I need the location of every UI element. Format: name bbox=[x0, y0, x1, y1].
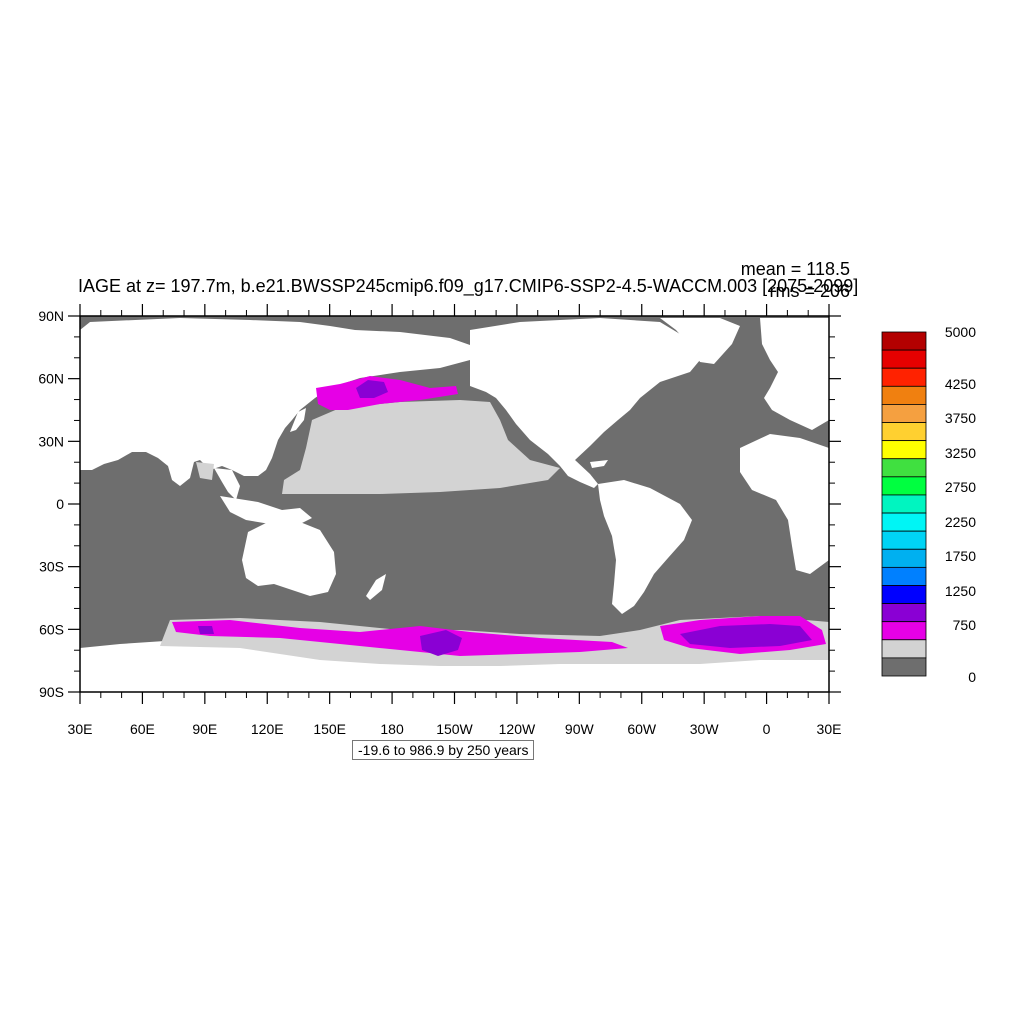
lat-tick-label: 0 bbox=[56, 496, 64, 512]
contour-indian-small-light bbox=[196, 462, 214, 480]
colorbar-label: 3750 bbox=[945, 410, 976, 426]
colorbar-label: 5000 bbox=[945, 324, 976, 340]
land-new-zealand bbox=[366, 574, 386, 600]
contour-range-footnote: -19.6 to 986.9 by 250 years bbox=[352, 740, 535, 760]
land-japan bbox=[290, 408, 306, 432]
lat-tick-label: 30S bbox=[39, 559, 64, 575]
land-south-america bbox=[598, 480, 692, 614]
colorbar-swatch bbox=[881, 422, 927, 442]
colorbar-label: 3250 bbox=[945, 445, 976, 461]
lon-tick-label: 60E bbox=[130, 721, 155, 737]
lat-tick-label: 30N bbox=[38, 433, 64, 449]
colorbar-swatch bbox=[881, 603, 927, 623]
colorbar-swatch bbox=[881, 639, 927, 659]
land-indochina bbox=[214, 468, 240, 500]
land-australia bbox=[242, 520, 336, 596]
colorbar-swatch bbox=[881, 331, 927, 351]
land-eurasia bbox=[80, 318, 470, 486]
lon-tick-label: 150W bbox=[436, 721, 473, 737]
contour-weddell-purple bbox=[680, 624, 812, 648]
lon-tick-label: 60W bbox=[627, 721, 657, 737]
lat-tick-label: 60N bbox=[38, 371, 64, 387]
land-masses bbox=[80, 318, 829, 692]
colorbar-label: 0 bbox=[968, 669, 976, 685]
colorbar-swatch bbox=[881, 440, 927, 460]
colorbar-label: 1250 bbox=[945, 583, 976, 599]
lon-tick-label: 30E bbox=[817, 721, 842, 737]
contour-north-pacific-magenta bbox=[316, 376, 458, 410]
colorbar-swatch bbox=[881, 349, 927, 369]
colorbar-swatch bbox=[881, 621, 927, 641]
lat-tick-label: 90N bbox=[38, 308, 64, 324]
stats-box: mean = 118.5 rms = 206 bbox=[741, 258, 850, 302]
map-title: IAGE at z= 197.7m, b.e21.BWSSP245cmip6.f… bbox=[78, 276, 859, 296]
colorbar-swatch bbox=[881, 367, 927, 387]
lon-tick-label: 90E bbox=[192, 721, 217, 737]
colorbar-swatch bbox=[881, 512, 927, 532]
contour-indian-purple bbox=[198, 626, 214, 634]
lon-tick-label: 0 bbox=[763, 721, 771, 737]
contour-north-pacific-purple bbox=[356, 380, 388, 398]
colorbar-label: 1750 bbox=[945, 548, 976, 564]
land-caribbean bbox=[590, 460, 608, 468]
lat-tick-label: 60S bbox=[39, 621, 64, 637]
colorbar-swatch bbox=[881, 566, 927, 586]
colorbar-label: 4250 bbox=[945, 376, 976, 392]
colorbar-swatch bbox=[881, 585, 927, 604]
colorbar-swatch bbox=[881, 404, 927, 423]
lon-tick-label: 120W bbox=[499, 721, 536, 737]
land-central-america bbox=[560, 460, 598, 488]
colorbar-swatch bbox=[881, 530, 927, 550]
mean-label: mean = 118.5 bbox=[740, 259, 850, 279]
contour-southern-ocean-magenta bbox=[172, 620, 628, 656]
colorbar-label: 2750 bbox=[945, 479, 976, 495]
lat-tick-label: 90S bbox=[39, 684, 64, 700]
colorbar-swatch bbox=[881, 548, 927, 568]
lon-tick-label: 30W bbox=[690, 721, 720, 737]
colorbar-swatch bbox=[881, 494, 927, 514]
land-africa bbox=[740, 434, 829, 574]
contour-north-pacific-light bbox=[282, 400, 560, 494]
land-greenland bbox=[660, 318, 740, 364]
land-europe bbox=[760, 318, 829, 430]
lon-tick-label: 150E bbox=[313, 721, 346, 737]
colorbar-label: 750 bbox=[953, 617, 977, 633]
rms-label: rms = 206 bbox=[769, 281, 850, 301]
colorbar-swatch bbox=[881, 476, 927, 496]
colorbar-swatch bbox=[881, 385, 927, 405]
colorbar: 5000 4250 3750 3250 2750 2250 1750 1250 750 0 bbox=[881, 324, 977, 685]
colorbar-swatch bbox=[881, 657, 927, 677]
lon-tick-label: 180 bbox=[380, 721, 404, 737]
lon-tick-label: 90W bbox=[565, 721, 595, 737]
lon-tick-label: 120E bbox=[251, 721, 284, 737]
contour-ross-purple bbox=[420, 630, 462, 656]
land-indonesia bbox=[220, 496, 312, 526]
axis-ticks: 90N 60N 30N 0 30S 60S 90S 30E 60E 90E 120E 150E 180 1… bbox=[38, 304, 841, 737]
lon-tick-label: 30E bbox=[68, 721, 93, 737]
colorbar-label: 2250 bbox=[945, 514, 976, 530]
age-contour-purple bbox=[198, 380, 812, 656]
colorbar-swatch bbox=[881, 458, 927, 478]
land-north-america bbox=[470, 318, 700, 470]
